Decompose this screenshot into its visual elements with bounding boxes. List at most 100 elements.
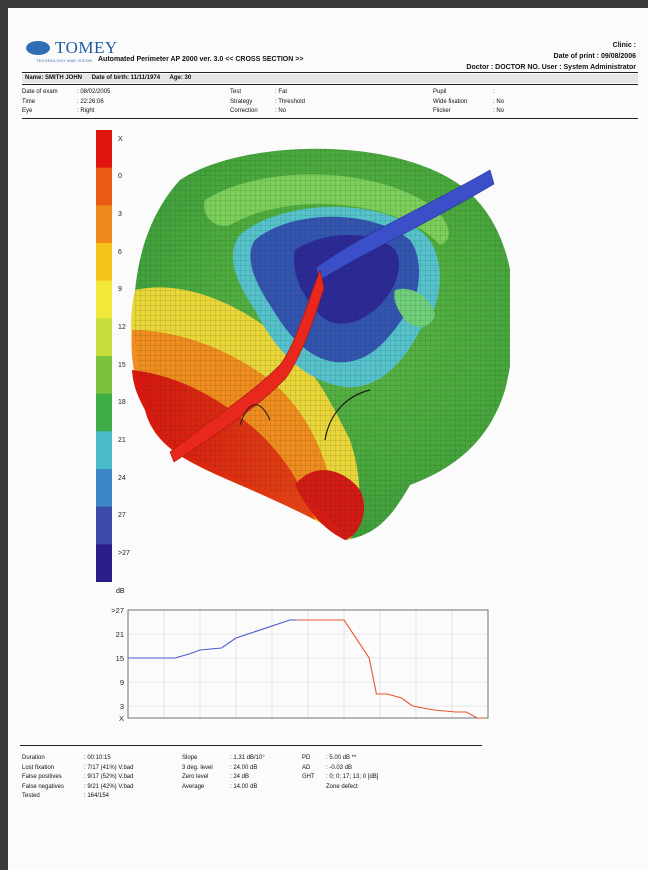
header-info: Clinic : Date of print : 09/08/2006 Doct… <box>466 40 636 73</box>
stat-key <box>302 783 326 793</box>
stat-row: GHT: 0; 0; 17; 13; 0 [dB] <box>302 773 378 783</box>
exam-value: : No <box>493 98 505 105</box>
cloud-logo-icon <box>26 41 50 55</box>
stat-key: 3 deg. level <box>182 764 213 771</box>
exam-value: : 08/02/2005 <box>77 89 111 95</box>
scale-label: 21 <box>118 436 126 444</box>
doctor-user: Doctor : DOCTOR NO. User : System Admini… <box>466 64 636 71</box>
stat-row: Tested: 164/154 <box>22 792 133 802</box>
exam-key: Pupil <box>433 89 447 95</box>
scale-swatch <box>96 393 112 432</box>
exam-row: Date of exam: 08/02/2005 <box>22 88 110 98</box>
stat-key: Duration <box>22 755 45 761</box>
stat-row: Lost fixation: 7/17 (41%) V.bad <box>22 764 133 774</box>
stats-col-1: Duration : 00:10:15 Lost fixation: 7/17 (… <box>22 754 133 802</box>
stat-key: False positives <box>22 774 62 780</box>
divider <box>22 84 638 85</box>
scale-label: X <box>118 135 123 143</box>
series-line <box>297 619 485 719</box>
exam-value: : Fat <box>275 89 288 95</box>
patient-age: Age: 30 <box>169 75 192 81</box>
scale-label: 27 <box>118 512 126 520</box>
scale-label: 15 <box>118 361 126 369</box>
exam-row: Pupil: <box>433 88 504 98</box>
y-tick-label: >27 <box>111 606 124 615</box>
stat-key: Slope <box>182 755 198 761</box>
exam-value: : Threshold <box>275 98 305 105</box>
y-tick-label: 9 <box>120 678 124 687</box>
stat-key: PD <box>302 755 311 761</box>
stat-value: : 5.00 dB ** <box>326 755 357 761</box>
exam-key: Strategy <box>230 98 253 105</box>
stat-value: : 9/21 (42%) V.bad <box>84 783 134 790</box>
stat-value: : 14.00 dB <box>230 783 258 790</box>
scale-swatch <box>96 167 112 206</box>
exam-value: : <box>493 89 495 95</box>
surface-crevice <box>239 404 271 426</box>
scale-label: >27 <box>118 549 130 557</box>
exam-col-1: Date of exam: 08/02/2005 Time: 22:26:06 … <box>22 88 110 117</box>
stat-key: Tested <box>22 793 40 799</box>
stat-row: Zone defect <box>302 783 378 793</box>
stats-col-3: PD : 5.00 dB ** AD: -0.03 dB GHT: 0; 0; 1… <box>302 754 378 792</box>
stat-value: Zone defect <box>326 783 358 790</box>
stat-key: AD <box>302 764 311 771</box>
report-title: Automated Perimeter AP 2000 ver. 3.0 << … <box>98 56 304 63</box>
patient-name: Name: SMITH JOHN <box>25 75 83 81</box>
stat-value: : 24 dB <box>230 774 250 780</box>
stat-key: Average <box>182 783 205 790</box>
exam-row: Eye : Right <box>22 107 110 117</box>
scale-swatch <box>96 318 112 357</box>
exam-key: Wide fixation <box>433 98 468 105</box>
stat-row: False negatives : 9/21 (42%) V.bad <box>22 783 133 793</box>
scale-label: 24 <box>118 474 126 482</box>
brand-name: TOMEY <box>55 38 118 57</box>
y-tick-label: 3 <box>120 702 124 711</box>
exam-row: Flicker : No <box>433 107 504 117</box>
divider <box>20 745 482 746</box>
stat-value: : 00:10:15 <box>84 755 111 761</box>
clinic-label: Clinic : <box>612 42 636 49</box>
profile-chart: X 3 9 15 21 >27 <box>111 606 489 723</box>
tomey-logo: TOMEY <box>26 38 118 58</box>
exam-key: Flicker <box>433 108 451 114</box>
exam-row: Time: 22:26:06 <box>22 98 110 108</box>
scale-label: 0 <box>118 173 122 181</box>
scale-swatch <box>96 130 112 169</box>
y-tick-label: 21 <box>116 630 124 639</box>
scale-swatch <box>96 469 112 508</box>
exam-row: Wide fixation : No <box>433 98 504 108</box>
stat-key: False negatives <box>22 783 65 790</box>
exam-value: : Right <box>77 108 95 114</box>
exam-key: Eye <box>22 108 33 114</box>
y-tick-label: X <box>119 714 124 723</box>
exam-row: Correction: No <box>230 107 305 117</box>
stat-value: : 24.00 dB <box>230 764 258 771</box>
scale-label: 6 <box>118 248 122 256</box>
scale-unit: dB <box>116 588 125 595</box>
brand-tagline: TECHNOLOGY AND VISION <box>36 58 93 63</box>
cross-section-ribbon-high <box>315 169 495 281</box>
plot-frame <box>127 609 489 719</box>
stat-key: Lost fixation <box>22 764 55 771</box>
divider <box>22 118 638 119</box>
exam-value: : No <box>493 108 505 114</box>
stat-row: PD : 5.00 dB ** <box>302 754 378 764</box>
scale-swatch <box>96 431 112 470</box>
stat-row: 3 deg. level : 24.00 dB <box>182 764 265 774</box>
stat-value: : 0; 0; 17; 13; 0 [dB] <box>326 774 379 780</box>
scale-label: 9 <box>118 286 122 294</box>
db-color-scale <box>96 130 112 582</box>
series-line <box>128 619 298 659</box>
surface-crevice <box>324 389 371 441</box>
exam-key: Test <box>230 89 242 95</box>
stat-row: AD: -0.03 dB <box>302 764 378 774</box>
scale-label: 3 <box>118 210 122 218</box>
exam-col-2: Test : Fat Strategy : Threshold Correction… <box>230 88 305 117</box>
patient-dob: Date of birth: 11/11/1974 <box>91 75 161 81</box>
stat-value: : 9/17 (52%) V.bad <box>84 774 134 780</box>
exam-row: Test : Fat <box>230 88 305 98</box>
scale-swatch <box>96 205 112 244</box>
exam-key: Time <box>22 98 36 105</box>
scale-label: 12 <box>118 323 126 331</box>
